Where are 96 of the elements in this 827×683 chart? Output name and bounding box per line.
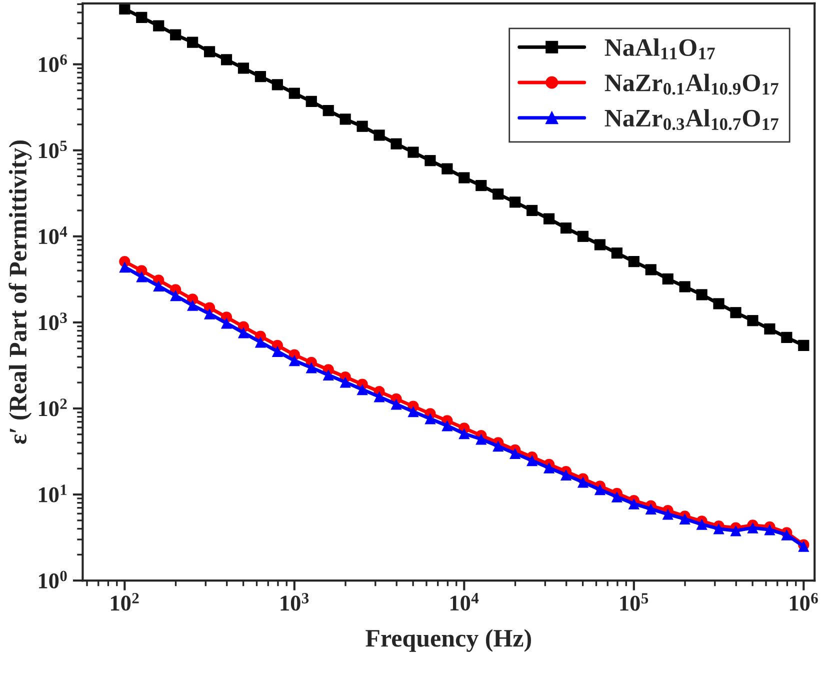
point xyxy=(442,163,453,174)
point xyxy=(458,428,470,440)
point xyxy=(458,172,470,184)
point xyxy=(442,420,453,432)
point xyxy=(340,114,351,125)
point xyxy=(764,524,776,536)
point xyxy=(204,46,216,58)
point xyxy=(662,508,674,520)
point xyxy=(662,273,674,285)
point xyxy=(153,20,164,32)
point xyxy=(747,315,758,326)
y-tick-label: 10$^{4}$ xyxy=(39,226,68,244)
point xyxy=(543,213,555,224)
point xyxy=(374,130,385,141)
x-tick-label: 10$^{5}$ xyxy=(620,593,648,611)
point xyxy=(170,290,182,302)
point xyxy=(730,525,742,536)
y-tick-label: 10$^{1}$ xyxy=(39,484,67,502)
point xyxy=(390,138,402,150)
point xyxy=(560,469,572,480)
point xyxy=(611,491,622,502)
x-tick-label: 10$^{4}$ xyxy=(450,593,479,611)
point xyxy=(408,406,419,418)
point xyxy=(798,340,810,352)
point xyxy=(526,455,538,466)
point xyxy=(288,355,300,366)
point xyxy=(238,62,250,74)
y-tick-label: 10$^{6}$ xyxy=(39,54,67,72)
point xyxy=(492,440,504,452)
y-tick-label: 10$^{0}$ xyxy=(39,570,67,588)
point xyxy=(254,71,266,82)
legend-label: NaZr$_{0.3}$Al$_{10.7}$O$_{17}$ xyxy=(604,109,778,130)
point xyxy=(288,88,300,99)
x-tick-label: 10$^{6}$ xyxy=(790,593,818,611)
point xyxy=(220,54,232,66)
point xyxy=(645,503,656,514)
point xyxy=(781,332,792,343)
point xyxy=(136,12,148,24)
point xyxy=(730,307,742,318)
point xyxy=(492,188,504,200)
point xyxy=(306,362,317,374)
point xyxy=(577,230,589,242)
point xyxy=(204,308,216,320)
x-axis-title: Frequency (Hz) xyxy=(366,629,531,652)
point xyxy=(747,522,758,534)
y-axis-title: ε′ (Real Part of Permittivity) xyxy=(8,140,32,444)
point xyxy=(713,298,724,310)
point xyxy=(254,336,266,348)
point xyxy=(153,280,164,292)
point xyxy=(764,323,776,334)
point xyxy=(136,271,148,282)
point xyxy=(356,384,368,396)
point xyxy=(390,398,402,410)
point xyxy=(272,79,283,90)
y-tick-label: 10$^{5}$ xyxy=(39,140,67,158)
y-tick-label: 10$^{2}$ xyxy=(39,398,67,416)
legend-label: NaZr$_{0.1}$Al$_{10.9}$O$_{17}$ xyxy=(604,74,778,95)
point xyxy=(645,264,656,276)
point xyxy=(340,376,351,388)
point xyxy=(424,413,436,424)
point xyxy=(510,196,521,208)
point xyxy=(560,222,572,234)
point xyxy=(187,36,198,48)
point xyxy=(356,120,368,132)
point xyxy=(476,180,487,192)
point xyxy=(170,29,182,40)
point xyxy=(679,281,690,292)
point xyxy=(408,146,419,158)
point xyxy=(119,262,130,273)
point xyxy=(476,434,487,445)
point xyxy=(594,239,606,250)
point xyxy=(679,513,690,524)
point xyxy=(374,391,385,402)
point xyxy=(526,204,538,216)
point xyxy=(306,96,317,108)
point xyxy=(424,155,436,166)
point xyxy=(696,518,708,530)
point xyxy=(628,498,640,510)
point xyxy=(187,300,198,311)
y-tick-label: 10$^{3}$ xyxy=(39,312,67,330)
point xyxy=(713,523,724,534)
point xyxy=(510,448,521,460)
point xyxy=(238,327,250,338)
point xyxy=(272,346,283,357)
point xyxy=(322,369,334,381)
x-tick-label: 10$^{2}$ xyxy=(110,593,139,611)
point xyxy=(696,289,708,300)
legend-label: NaAl$_{11}$O$_{17}$ xyxy=(604,38,715,60)
point xyxy=(220,318,232,329)
point xyxy=(322,104,334,116)
x-tick-label: 10$^{3}$ xyxy=(280,593,309,611)
point xyxy=(611,248,622,259)
point xyxy=(577,476,589,488)
point xyxy=(543,462,555,474)
point xyxy=(628,256,640,268)
point xyxy=(594,484,606,496)
